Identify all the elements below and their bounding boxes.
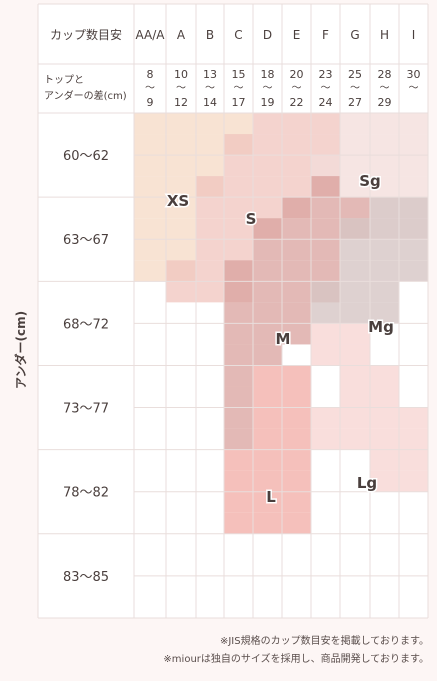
size-region-cell [282, 197, 370, 219]
diff-tilde: 〜 [350, 83, 360, 94]
diff-to: 29 [378, 96, 392, 109]
size-region-cell [224, 365, 253, 387]
diff-tilde: 〜 [176, 83, 186, 94]
size-region-cell [224, 470, 311, 492]
diff-tilde: 〜 [205, 83, 215, 94]
size-label-lg: Lg [357, 474, 377, 492]
size-region-cell [224, 323, 311, 345]
diff-from: 23 [319, 68, 333, 81]
under-axis-label: アンダー(cm) [3, 290, 33, 410]
axis-label-text: アンダー(cm) [13, 311, 28, 389]
diff-to: 14 [203, 96, 217, 109]
size-region-cell [340, 239, 428, 261]
diff-to: 22 [290, 96, 304, 109]
size-region-cell [134, 239, 196, 261]
diff-from: 30 [407, 68, 421, 81]
size-region-cell [224, 302, 311, 324]
size-region-cell [224, 491, 311, 513]
cup-label: C [234, 28, 242, 42]
diff-to: 9 [147, 96, 154, 109]
cup-header-label: カップ数目安 [50, 27, 122, 42]
cup-label: A [177, 28, 186, 42]
size-label-mg: Mg [368, 318, 394, 336]
size-region-cell [224, 449, 311, 471]
size-label-s: S [246, 210, 257, 228]
size-region-cell [340, 218, 428, 240]
size-region-xs [134, 113, 253, 282]
size-region-cell [196, 176, 340, 198]
diff-to: 17 [232, 96, 246, 109]
size-label-sg: Sg [359, 172, 381, 190]
note-jis: ※JIS規格のカップ数目安を掲載しております。 [219, 636, 429, 647]
cup-label: AA/A [135, 28, 165, 42]
under-range-label: 73〜77 [63, 402, 109, 417]
diff-tilde: 〜 [145, 83, 155, 94]
diff-to: 19 [261, 96, 275, 109]
cup-label: B [206, 28, 214, 42]
diff-from: 25 [348, 68, 362, 81]
diff-from: 20 [290, 68, 304, 81]
diff-to: 24 [319, 96, 333, 109]
size-region-l [224, 365, 311, 534]
size-region-cell [311, 302, 399, 324]
size-region-cell [224, 428, 253, 450]
diff-from: 15 [232, 68, 246, 81]
diff-tilde: 〜 [234, 83, 244, 94]
diff-tilde: 〜 [380, 83, 390, 94]
size-region-cell [224, 386, 253, 408]
size-region-cell [253, 113, 340, 135]
size-region-cell [134, 134, 253, 156]
cup-label: D [263, 28, 272, 42]
size-label-xs: XS [167, 192, 189, 210]
diff-tilde: 〜 [321, 83, 331, 94]
size-region-cell [253, 239, 340, 261]
diff-from: 18 [261, 68, 275, 81]
size-region-cell [311, 176, 340, 198]
diff-from: 10 [174, 68, 188, 81]
cup-label: E [293, 28, 301, 42]
diff-header-line2: アンダーの差(cm) [44, 89, 127, 102]
size-region-cell [340, 176, 428, 198]
cup-label: I [412, 28, 416, 42]
cup-label: H [380, 28, 389, 42]
diff-from: 13 [203, 68, 217, 81]
under-range-label: 68〜72 [63, 317, 109, 332]
diff-tilde: 〜 [292, 83, 302, 94]
size-region-cell [134, 218, 196, 240]
size-region-cell [224, 512, 311, 534]
cup-label: F [322, 28, 329, 42]
diff-from: 8 [147, 68, 154, 81]
size-region-cell [340, 134, 428, 156]
under-range-label: 78〜82 [63, 486, 109, 501]
size-region-cell [224, 407, 253, 429]
size-label-l: L [266, 488, 276, 506]
grid-lines [37, 3, 429, 619]
size-label-m: M [276, 330, 291, 348]
note-miour: ※miourは独自のサイズを採用し、商品開発しております。 [163, 654, 429, 665]
diff-to: 27 [348, 96, 362, 109]
diff-from: 28 [378, 68, 392, 81]
cup-label: G [350, 28, 359, 42]
size-region-cell [311, 281, 399, 303]
diff-to: 12 [174, 96, 188, 109]
diff-tilde: 〜 [409, 83, 419, 94]
size-region-cell [134, 113, 253, 135]
size-region-cell [340, 260, 428, 282]
under-range-label: 63〜67 [63, 233, 109, 248]
under-range-label: 60〜62 [63, 149, 109, 164]
size-region-cell [134, 197, 196, 219]
diff-header-line1: トップと [44, 74, 84, 86]
diff-tilde: 〜 [263, 83, 273, 94]
size-region-cell [340, 113, 428, 135]
size-region-cell [134, 155, 224, 177]
under-range-label: 83〜85 [63, 570, 109, 585]
